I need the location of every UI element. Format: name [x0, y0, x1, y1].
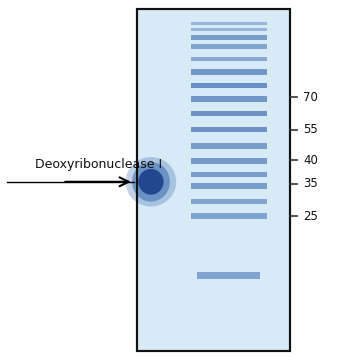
Bar — [191, 111, 267, 116]
Ellipse shape — [126, 157, 176, 207]
Bar — [191, 35, 267, 40]
Bar — [191, 57, 267, 61]
Bar — [191, 22, 267, 25]
Bar — [191, 96, 267, 102]
Bar — [191, 158, 267, 163]
Bar — [191, 213, 267, 219]
Bar — [137, 9, 290, 351]
Text: 70: 70 — [303, 91, 318, 104]
Bar — [191, 184, 267, 189]
Text: Deoxyribonuclease I: Deoxyribonuclease I — [35, 158, 162, 171]
Bar — [197, 272, 260, 279]
Text: 25: 25 — [303, 210, 318, 222]
Bar — [191, 127, 267, 132]
Ellipse shape — [138, 169, 163, 195]
Bar — [191, 28, 267, 31]
Bar — [137, 9, 290, 351]
Bar — [191, 199, 267, 204]
Text: 35: 35 — [303, 177, 318, 190]
Bar — [191, 44, 267, 49]
Bar — [191, 143, 267, 148]
Bar — [191, 69, 267, 75]
Bar — [191, 83, 267, 88]
Bar — [191, 172, 267, 177]
Text: 40: 40 — [303, 154, 318, 167]
Text: 55: 55 — [303, 123, 318, 136]
Ellipse shape — [132, 162, 170, 202]
